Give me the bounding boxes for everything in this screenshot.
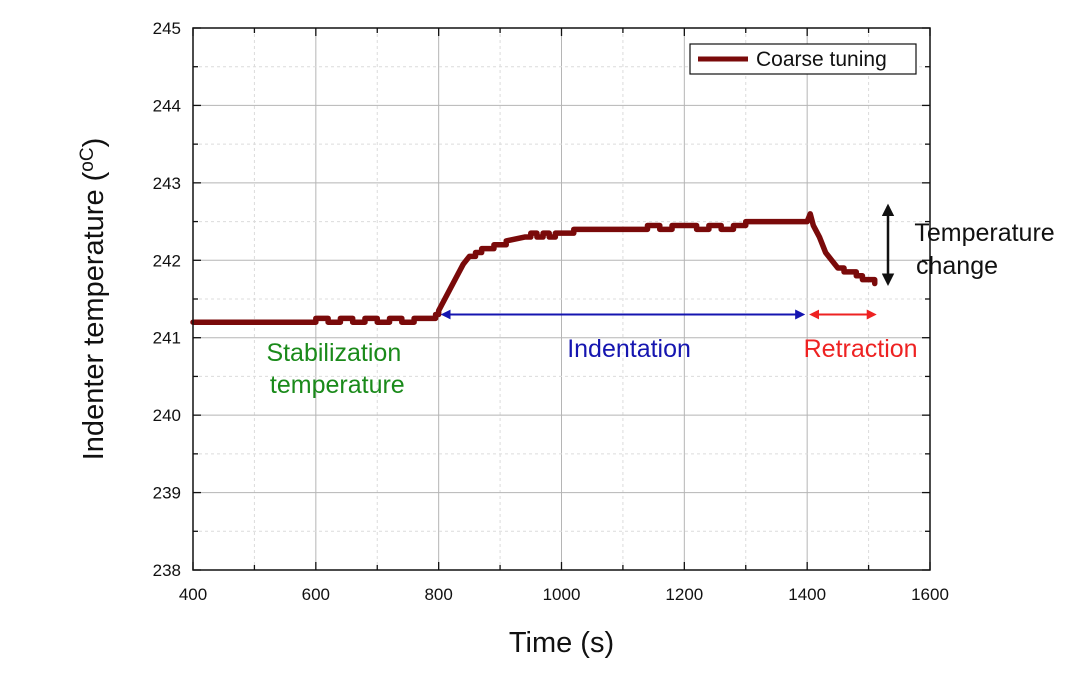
y-tick-label: 240 — [153, 406, 181, 425]
y-axis-unit: oC — [77, 147, 98, 171]
x-axis-title: Time (s) — [509, 627, 614, 659]
tick-labels: 400 600 800 1000 1200 1400 1600 238 239 240 241 242… — [153, 19, 949, 604]
x-tick-label: 1200 — [665, 585, 703, 604]
annotation-stabilization: Stabilization temperature — [266, 339, 408, 399]
x-tick-label: 1000 — [543, 585, 581, 604]
x-tick-label: 400 — [179, 585, 207, 604]
series-layer — [190, 211, 878, 325]
y-tick-label: 239 — [153, 484, 181, 503]
x-tick-label: 1600 — [911, 585, 949, 604]
x-tick-label: 1400 — [788, 585, 826, 604]
y-axis-title: Indenter temperature (oC) — [77, 138, 111, 461]
legend: Coarse tuning — [689, 43, 917, 75]
annotations: Stabilization temperature Indentation Re… — [266, 203, 1061, 399]
y-tick-label: 245 — [153, 19, 181, 38]
x-tick-label: 600 — [302, 585, 330, 604]
ticks — [192, 27, 931, 571]
y-tick-label: 241 — [153, 329, 181, 348]
y-tick-label: 244 — [153, 96, 181, 115]
x-tick-label: 800 — [424, 585, 452, 604]
y-tick-label: 238 — [153, 561, 181, 580]
series-line-coarse-tuning — [190, 211, 878, 325]
annotation-temperature-change: Temperature change — [914, 219, 1061, 280]
annotation-indentation: Indentation — [567, 335, 691, 363]
annotation-retraction: Retraction — [804, 335, 918, 363]
y-tick-label: 242 — [153, 251, 181, 270]
legend-label: Coarse tuning — [756, 48, 887, 71]
y-tick-label: 243 — [153, 174, 181, 193]
grid — [193, 28, 930, 570]
